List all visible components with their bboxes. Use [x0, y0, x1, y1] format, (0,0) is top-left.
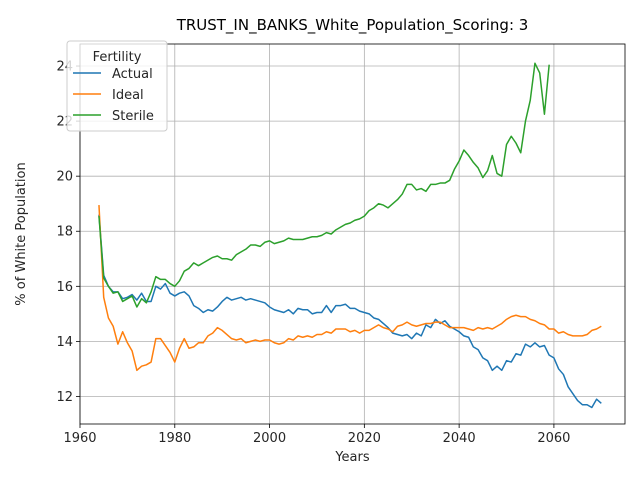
legend-label-ideal: Ideal [112, 88, 144, 103]
legend: Fertility Actual Ideal Sterile [66, 40, 168, 132]
x-tick-label: 2040 [443, 431, 476, 446]
legend-title: Fertility [93, 50, 142, 65]
y-tick-label: 16 [56, 280, 73, 295]
x-tick-label: 1980 [158, 431, 191, 446]
legend-box [66, 40, 168, 132]
series-line-actual [98, 214, 602, 409]
y-axis-label: % of White Population [14, 162, 29, 305]
x-axis-label: Years [334, 450, 370, 465]
y-tick-label: 14 [56, 335, 73, 350]
series-line-sterile [98, 62, 550, 308]
x-tick-label: 2000 [253, 431, 286, 446]
x-tick-label: 1960 [63, 431, 96, 446]
plot-frame [79, 43, 626, 425]
legend-items: Actual Ideal Sterile [73, 67, 154, 124]
y-tick-label: 12 [56, 390, 73, 405]
y-tick-label: 20 [56, 170, 73, 185]
legend-label-sterile: Sterile [112, 109, 154, 124]
x-tick-label: 2060 [537, 431, 570, 446]
series-lines [98, 62, 602, 409]
series-line-ideal [98, 205, 602, 372]
chart-title: TRUST_IN_BANKS_White_Population_Scoring:… [176, 16, 529, 35]
x-tick-label: 2020 [348, 431, 381, 446]
x-axis: 1960 1980 2000 2020 2040 2060 [63, 424, 570, 446]
y-tick-label: 18 [56, 225, 73, 240]
legend-label-actual: Actual [112, 67, 153, 82]
